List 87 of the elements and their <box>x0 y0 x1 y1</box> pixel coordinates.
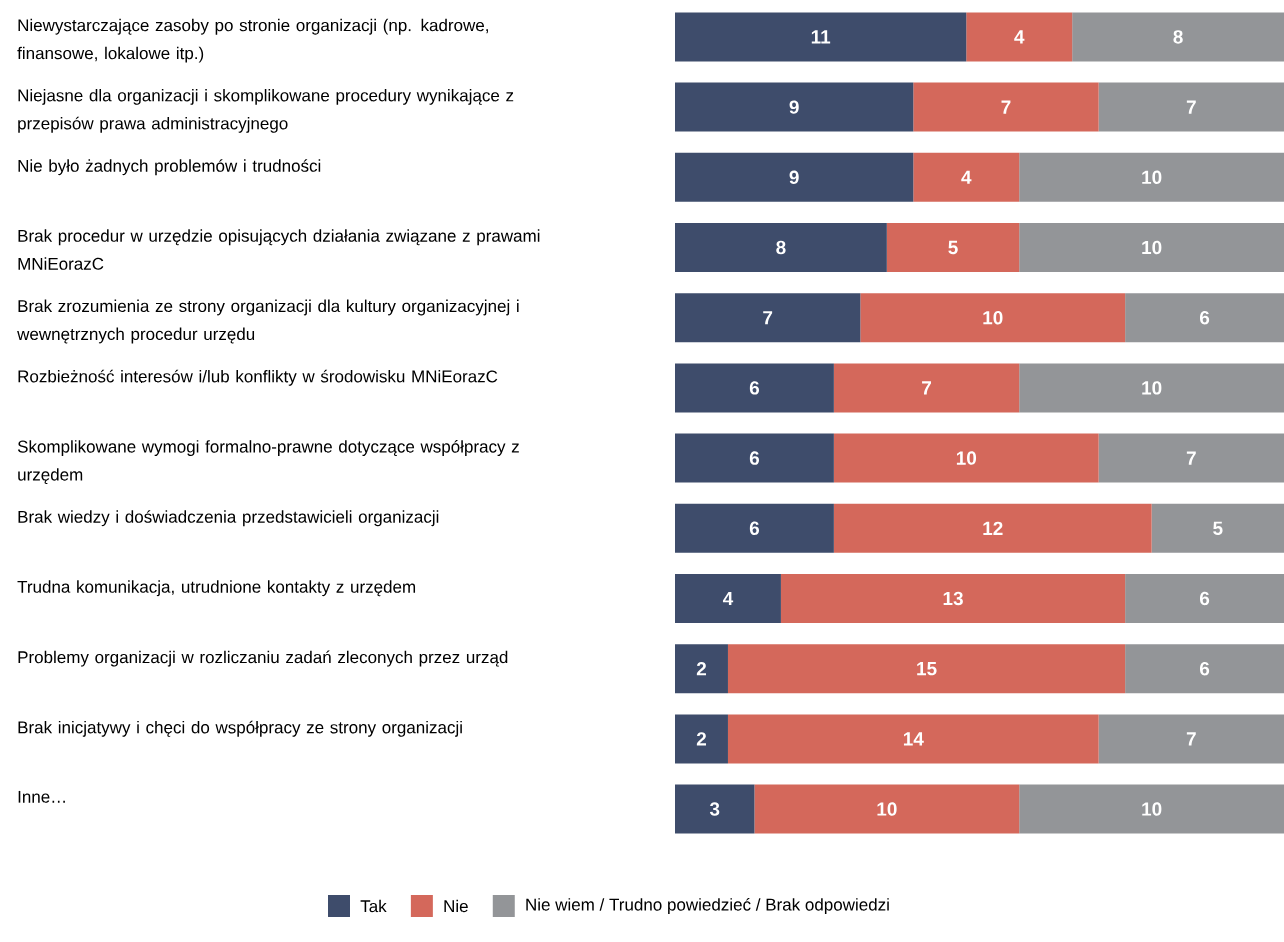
bar <box>1125 293 1284 343</box>
bar <box>1125 644 1284 694</box>
bar <box>1098 714 1284 764</box>
bar <box>833 433 1099 483</box>
data-label: 10 <box>1142 802 1162 816</box>
bar <box>913 152 1020 202</box>
bar <box>675 433 834 483</box>
bar <box>675 152 914 202</box>
data-label: 4 <box>961 170 972 184</box>
bar <box>675 573 781 623</box>
data-label: 10 <box>983 310 1003 325</box>
data-label: 10 <box>1142 170 1162 185</box>
data-label: 7 <box>1001 100 1011 114</box>
bar <box>780 573 1126 623</box>
y-tick-label: Brak zrozumienia ze strony organizacji dla kultury organizacyjnej i wewnętrznych procedur urzędu <box>17 299 519 344</box>
data-label: 6 <box>1199 310 1210 325</box>
bar <box>675 714 728 764</box>
bar <box>727 714 1099 764</box>
y-tick-label: Brak inicjatywy i chęci do współpracy ze strony organizacji <box>18 720 462 737</box>
bar <box>1072 12 1284 62</box>
data-label: 4 <box>1014 30 1025 44</box>
bar <box>675 223 887 272</box>
data-label: 5 <box>948 240 958 255</box>
data-label: 6 <box>749 451 760 465</box>
data-label: 15 <box>917 662 937 676</box>
bar <box>1019 363 1284 413</box>
bar <box>1098 433 1284 483</box>
data-label: 10 <box>1142 381 1162 395</box>
data-label: 3 <box>709 802 720 816</box>
bar <box>833 363 1020 413</box>
bar <box>675 503 834 553</box>
bar <box>966 12 1073 62</box>
legend-label: Nie wiem / Trudno powiedzieć / Brak odpowiedzi <box>526 897 889 915</box>
bar <box>913 82 1099 132</box>
y-tick-label: Brak procedur w urzędzie opisujących działania związane z prawami MNiEorazC <box>18 229 540 270</box>
data-label: 7 <box>922 381 931 395</box>
data-label: 6 <box>1199 661 1210 676</box>
bar <box>860 293 1126 343</box>
y-tick-label: Brak wiedzy i doświadczenia przedstawicieli organizacji <box>18 510 439 527</box>
bar <box>1125 573 1284 623</box>
data-label: 12 <box>983 521 1003 535</box>
data-label: 6 <box>749 381 760 395</box>
y-tick-label: Trudna komunikacja, utrudnione kontakty z urzędem <box>17 580 416 597</box>
bar <box>675 784 755 834</box>
data-label: 2 <box>696 732 707 746</box>
bar <box>754 784 1020 834</box>
bar <box>1019 784 1284 834</box>
y-tick-label: Inne… <box>18 790 65 803</box>
legend-label: Tak <box>360 899 387 913</box>
data-label: 11 <box>811 30 831 44</box>
bar <box>886 223 1020 272</box>
y-tick-label: Nie było żadnych problemów i trudności <box>18 159 321 176</box>
data-label: 10 <box>877 802 897 816</box>
y-tick-label: Rozbieżność interesów i/lub konflikty w środowisku MNiEorazC <box>18 369 498 386</box>
bar <box>675 12 967 62</box>
data-label: 9 <box>789 100 799 114</box>
data-label: 7 <box>1186 100 1196 114</box>
data-label: 13 <box>943 591 963 606</box>
data-label: 14 <box>903 732 924 746</box>
y-tick-label: Niejasne dla organizacji i skomplikowane procedury wynikające z przepisów prawa administracyjnego <box>18 88 514 133</box>
data-label: 10 <box>956 451 977 465</box>
data-label: 7 <box>763 311 773 325</box>
data-label: 5 <box>1213 521 1223 535</box>
y-tick-label: Problemy organizacji w rozliczaniu zadań zleconych przez urząd <box>18 650 508 667</box>
data-label: 7 <box>1186 732 1196 746</box>
bar <box>675 293 861 343</box>
y-tick-label: Skomplikowane wymogi formalno-prawne dotyczące współpracy z urzędem <box>17 439 519 485</box>
bar <box>833 503 1152 553</box>
bar <box>1151 503 1284 553</box>
bar <box>675 363 834 413</box>
data-label: 6 <box>749 521 760 536</box>
data-label: 10 <box>1142 240 1162 255</box>
data-label: 8 <box>776 240 786 255</box>
data-label: 9 <box>789 170 799 185</box>
data-label: 6 <box>1199 591 1210 606</box>
data-label: 8 <box>1173 30 1183 44</box>
bar <box>675 82 914 132</box>
bar <box>1019 223 1284 272</box>
bar <box>675 644 728 694</box>
data-label: 7 <box>1186 451 1196 465</box>
data-label: 2 <box>696 662 707 676</box>
data-label: 4 <box>722 591 734 606</box>
bar <box>727 644 1126 694</box>
bar <box>1019 152 1284 202</box>
legend-label: Nie <box>444 899 468 913</box>
bar <box>1098 82 1284 132</box>
y-tick-label: Niewystarczające zasoby po stronie organizacji (np. kadrowe, finansowe, lokalowe itp.) <box>17 18 488 63</box>
